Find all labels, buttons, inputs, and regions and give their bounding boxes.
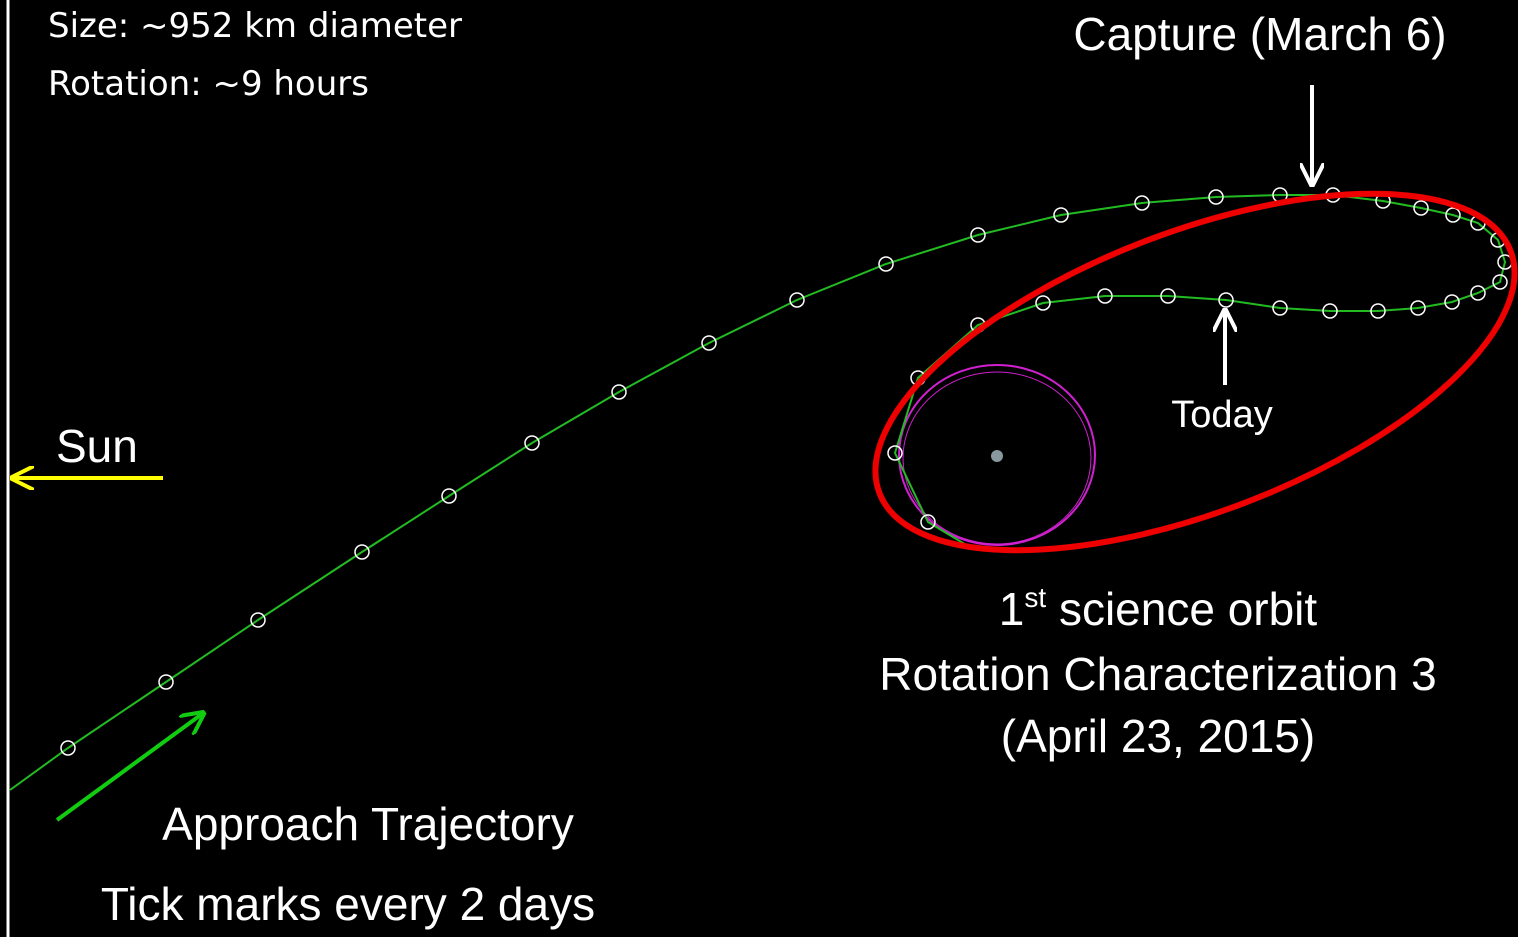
sun-label: Sun [56,420,138,472]
tick-mark [1492,274,1508,290]
tick-mark [441,488,457,504]
capture-label: Capture (March 6) [1073,8,1446,60]
tick-mark [701,335,717,351]
tick-mark [1444,294,1460,310]
tick-mark [887,445,903,461]
highlight-ellipse [872,190,1518,554]
science-orbit-inner [902,371,1092,545]
ordinal-suffix: st [1024,582,1046,613]
approach-arrow [55,714,202,822]
tick-marks [60,187,1513,756]
trajectory [9,194,1507,791]
tick-mark [1160,288,1176,304]
tick-mark [1208,189,1224,205]
science-orbit [898,364,1096,546]
rotation-text: Rotation: ~9 hours [48,64,369,104]
orbit-line3: (April 23, 2015) [1001,710,1316,762]
tick-mark [60,740,76,756]
tick-mark [1370,303,1386,319]
tick-mark [1134,195,1150,211]
tick-mark [1035,295,1051,311]
orbit-name: science orbit [1046,583,1317,635]
tick-mark [789,292,805,308]
tick-mark [970,227,986,243]
tick-mark [878,256,894,272]
tick-mark [250,612,266,628]
tick-mark [1097,288,1113,304]
tick-mark [1272,300,1288,316]
tick-mark [1322,303,1338,319]
today-label: Today [1171,394,1272,436]
tick-note: Tick marks every 2 days [101,878,595,930]
tick-mark [524,435,540,451]
ordinal: 1 [999,583,1025,635]
orbit-line2: Rotation Characterization 3 [879,648,1436,700]
tick-mark [1445,207,1461,223]
size-text: Size: ~952 km diameter [48,6,462,46]
tick-mark [1053,207,1069,223]
tick-mark [1410,300,1426,316]
ceres [991,450,1003,462]
tick-mark [1218,292,1234,308]
approach-label: Approach Trajectory [162,798,574,850]
tick-mark [1413,200,1429,216]
tick-mark [158,674,174,690]
tick-mark [611,384,627,400]
tick-mark [1470,285,1486,301]
tick-mark [354,544,370,560]
orbit-line1: 1st science orbit [999,582,1318,635]
tick-mark [920,514,936,530]
